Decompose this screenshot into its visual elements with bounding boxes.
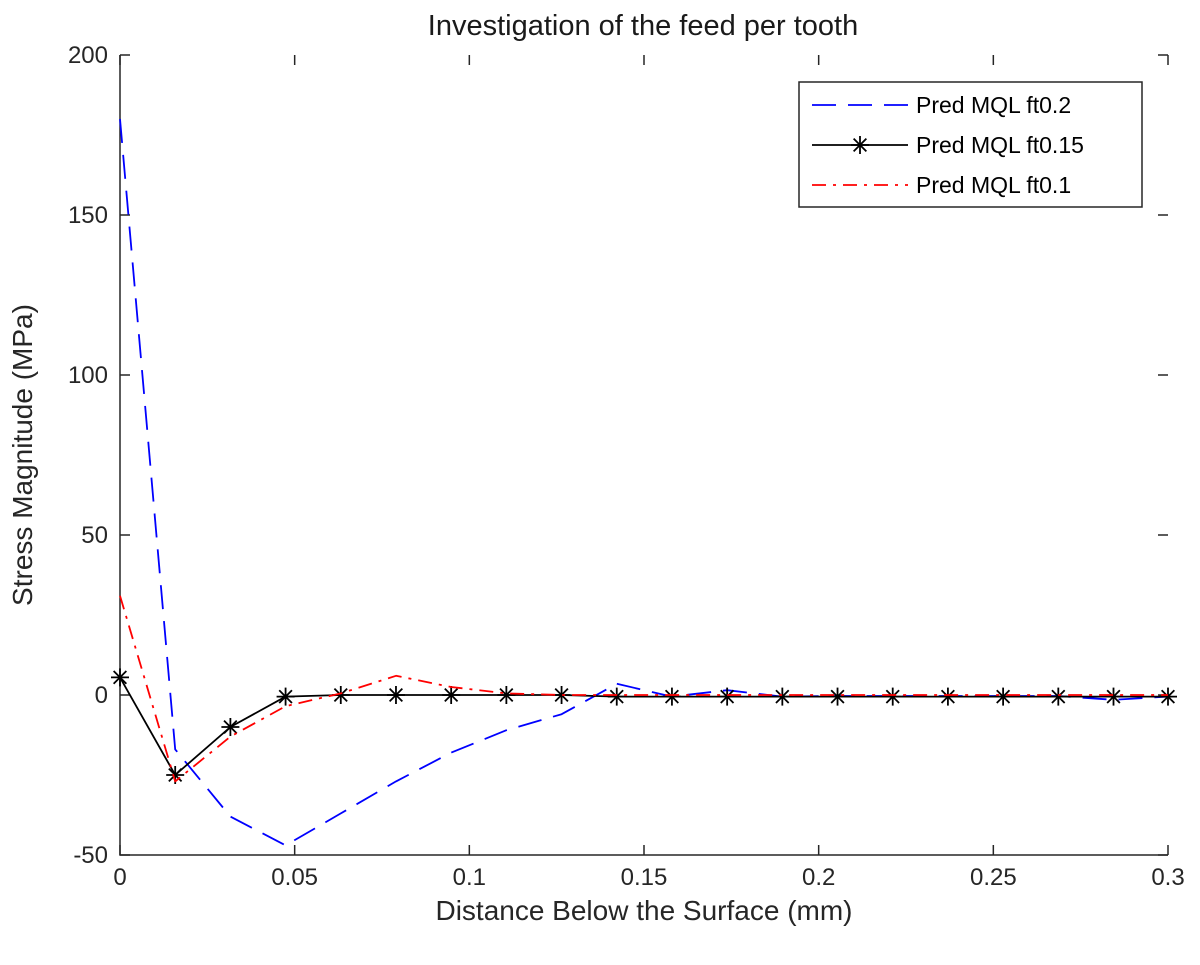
data-point-marker <box>221 718 240 736</box>
data-point-marker <box>938 687 957 706</box>
data-point-marker <box>442 686 461 704</box>
legend-marker <box>851 136 869 154</box>
y-axis-ticks: -50 0 50 100 150 200 <box>68 42 1168 869</box>
y-tick-label: 0 <box>95 682 108 709</box>
data-point-marker <box>276 687 295 706</box>
data-point-marker <box>111 668 129 687</box>
y-tick-label: 50 <box>81 522 108 549</box>
data-point-marker <box>883 687 902 706</box>
y-tick-label: -50 <box>73 842 108 869</box>
data-point-marker <box>386 686 405 704</box>
x-axis-label: Distance Below the Surface (mm) <box>435 895 852 926</box>
x-tick-label: 0.2 <box>802 864 835 891</box>
y-tick-label: 150 <box>68 202 108 229</box>
series-3 <box>119 595 1168 783</box>
series-layer <box>111 118 1177 847</box>
legend-label: Pred MQL ft0.2 <box>916 92 1071 118</box>
legend-entry-3: Pred MQL ft0.1 <box>812 172 1071 198</box>
series-line <box>119 595 1168 783</box>
data-point-marker <box>1159 687 1177 706</box>
data-point-marker <box>607 687 626 706</box>
series-2 <box>111 668 1177 784</box>
data-point-marker <box>497 686 516 704</box>
data-point-marker <box>773 687 792 706</box>
x-tick-label: 0.3 <box>1151 864 1184 891</box>
y-axis-label: Stress Magnitude (MPa) <box>7 304 38 606</box>
data-point-marker <box>994 687 1013 706</box>
data-point-marker <box>718 687 737 706</box>
legend: Pred MQL ft0.2 Pred MQL ft0.15 Pred MQL ft… <box>798 81 1143 208</box>
y-tick-label: 100 <box>68 362 108 389</box>
legend-entry-2: Pred MQL ft0.15 <box>812 132 1084 158</box>
x-tick-label: 0.1 <box>453 864 486 891</box>
x-tick-label: 0.25 <box>970 864 1017 891</box>
legend-label: Pred MQL ft0.15 <box>916 132 1084 158</box>
data-point-marker <box>828 687 847 706</box>
legend-entry-1: Pred MQL ft0.2 <box>812 92 1071 118</box>
x-tick-label: 0.15 <box>621 864 668 891</box>
legend-label: Pred MQL ft0.1 <box>916 172 1071 198</box>
y-tick-label: 200 <box>68 42 108 69</box>
data-point-marker <box>1104 687 1123 706</box>
series-line <box>119 676 1168 776</box>
data-point-marker <box>1049 687 1068 706</box>
chart-title: Investigation of the feed per tooth <box>428 10 858 42</box>
data-point-marker <box>552 686 571 704</box>
x-tick-label: 0.05 <box>271 864 318 891</box>
data-point-marker <box>662 687 681 706</box>
x-tick-label: 0 <box>113 864 126 891</box>
x-axis-ticks: 0 0.05 0.1 0.15 0.2 0.25 0.3 <box>113 55 1185 891</box>
